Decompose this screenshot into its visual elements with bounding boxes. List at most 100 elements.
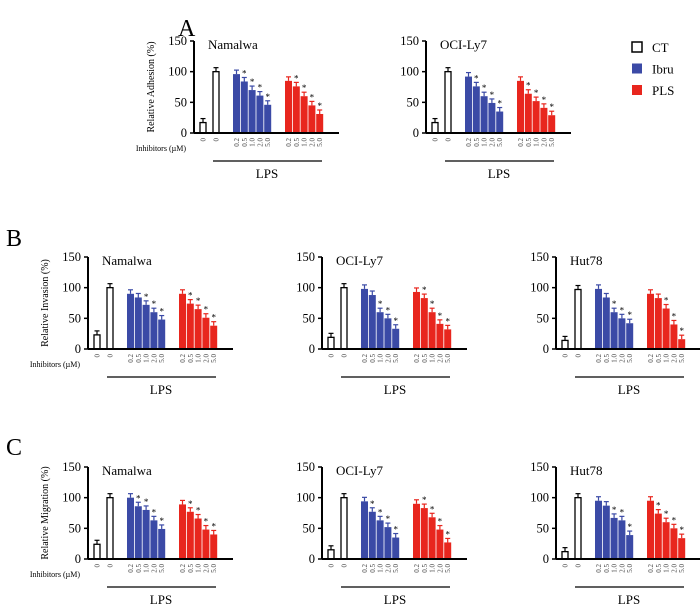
bar-ct [199,121,207,134]
bar-ibru [368,295,376,349]
significance-star: * [196,506,201,516]
y-tick-label: 0 [413,126,419,140]
bar-ct [93,334,101,350]
y-tick-label: 0 [75,552,81,566]
panel-label: C [6,435,22,461]
bar-pls [444,542,452,559]
dose-label: 2.0 [150,564,158,573]
bar-ibru [488,102,496,133]
bar-ibru [127,293,134,349]
bar-pls [413,291,420,349]
bar-pls [179,504,186,559]
bar-pls [517,80,524,133]
y-tick-label: 100 [530,491,549,505]
dose-label: 0 [94,564,102,568]
dose-label: 0.2 [465,138,473,147]
significance-star: * [144,292,149,302]
bar-pls [678,339,686,349]
significance-star: * [672,311,677,321]
legend-swatch [632,63,642,74]
significance-star: * [620,507,625,517]
dose-label: 2.0 [384,564,392,573]
significance-star: * [438,311,443,321]
dose-label: 0 [94,354,102,358]
dose-label: 5.0 [626,564,634,573]
bar-pls [662,522,670,559]
bar-ct [340,497,348,560]
dose-label: 2.0 [308,138,316,147]
dose-label: 0.5 [655,354,663,363]
bar-ibru [240,81,248,133]
y-tick-label: 100 [62,281,81,295]
bar-pls [420,508,428,559]
legend-swatch [631,41,643,53]
y-tick-label: 150 [168,34,187,48]
y-tick-label: 100 [296,491,315,505]
y-axis-label: Relative Migration (%) [40,466,51,559]
dose-label: 1.0 [377,354,385,363]
bar-ct [340,287,348,350]
significance-star: * [422,285,427,295]
significance-star: * [612,299,617,309]
dose-label: 5.0 [626,354,634,363]
bar-ibru [602,505,610,559]
significance-star: * [317,101,322,111]
dose-label: 0 [575,564,583,568]
significance-star: * [445,529,450,539]
bar-ibru [376,520,384,559]
bar-pls [186,511,194,559]
y-tick-label: 0 [309,552,315,566]
y-tick-label: 100 [62,491,81,505]
bar-ibru [361,501,368,559]
significance-star: * [490,90,495,100]
y-axis-label: Relative Adhesion (%) [146,41,157,132]
bar-ibru [134,297,142,349]
dose-label: 0.2 [647,564,655,573]
dose-label: 2.0 [488,138,496,147]
significance-star: * [393,316,398,326]
lps-label: LPS [150,382,172,397]
bar-pls [428,312,436,349]
significance-star: * [152,507,157,517]
bar-ibru [602,297,610,349]
significance-star: * [612,505,617,515]
bar-ibru [626,535,634,559]
dose-label: 2.0 [202,354,210,363]
dose-label: 5.0 [158,564,166,573]
chart-title: OCI-Ly7 [336,463,383,478]
dose-label: 0 [213,138,221,142]
dose-label: 5.0 [548,138,556,147]
bar-ibru [256,95,264,133]
significance-star: * [144,497,149,507]
bar-pls [194,518,202,559]
chart-title: OCI-Ly7 [440,37,487,52]
dose-label: 1.0 [143,564,151,573]
significance-star: * [542,95,547,105]
dose-label: 0.5 [473,138,481,147]
legend-label: CT [652,40,669,55]
dose-label: 0.5 [135,564,143,573]
bar-pls [420,298,428,349]
y-tick-label: 50 [537,311,550,325]
bar-pls [647,293,654,349]
y-axis-label: Relative Invasion (%) [40,259,51,347]
dose-label: 0 [575,354,583,358]
dose-label: 5.0 [496,138,504,147]
bar-pls [186,303,194,349]
chart-C-oci-ly7: OCI-Ly7 0 50 100 150 0 0 0.2 * 0.5 * 1.0 * 2.0 * 5.0 0.2… [296,460,467,607]
dose-label: 0 [328,564,336,568]
lps-label: LPS [150,592,172,607]
y-tick-label: 0 [75,342,81,356]
bar-ibru [610,517,618,559]
dose-label: 0.2 [647,354,655,363]
significance-star: * [196,296,201,306]
inhibitors-label: Inhibitors (µM) [136,144,186,153]
significance-star: * [294,73,299,83]
bar-pls [210,325,218,349]
dose-label: 5.0 [392,354,400,363]
y-tick-label: 50 [407,95,420,109]
legend: CT Ibru PLS [631,40,674,98]
dose-label: 1.0 [429,564,437,573]
